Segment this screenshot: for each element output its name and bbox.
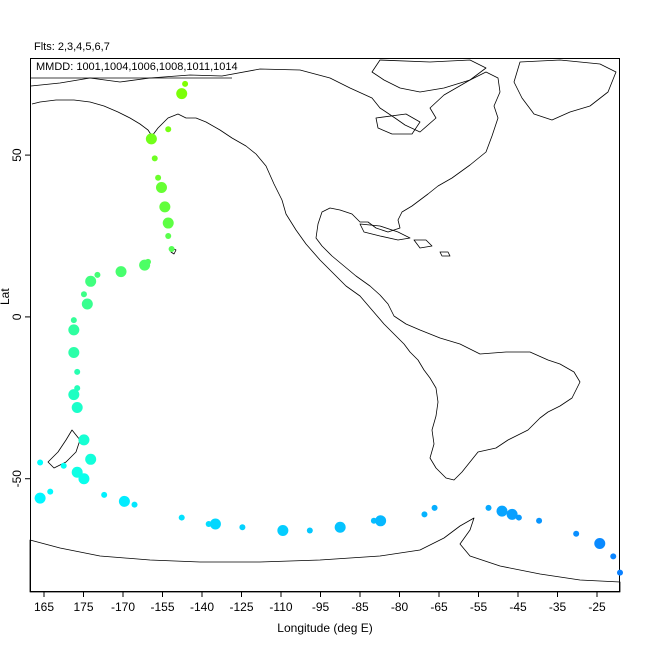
track-point: [375, 515, 387, 527]
track-point: [162, 217, 174, 229]
track-point: [34, 492, 46, 504]
track-point: [594, 537, 606, 549]
track-point: [421, 511, 428, 518]
track-point: [101, 491, 108, 498]
track-point: [118, 495, 130, 507]
coastlines: [29, 59, 621, 593]
track-point: [334, 521, 346, 533]
x-tick-label: -65: [430, 600, 448, 614]
track-point: [515, 514, 522, 521]
x-axis: 165 175 -170 -155 -140 -125 -110 -95 -85 -80 -65 -5…: [34, 592, 606, 614]
track-point: [165, 233, 172, 239]
track-point: [239, 524, 246, 531]
track-point: [168, 245, 175, 252]
x-tick-label: -95: [312, 600, 330, 614]
track-point: [506, 508, 518, 520]
track-point: [81, 298, 93, 310]
x-tick-label: -55: [470, 600, 488, 614]
y-tick-label: 50: [10, 148, 24, 162]
track-point: [47, 488, 54, 495]
track-point: [573, 530, 580, 537]
track-point: [74, 368, 81, 375]
track-point: [155, 174, 162, 181]
track-point: [617, 569, 623, 576]
track-point: [115, 266, 127, 278]
y-axis-label: Lat: [0, 288, 12, 305]
x-tick-label: -155: [150, 600, 174, 614]
track-point: [37, 459, 44, 466]
track-point: [70, 317, 77, 324]
track-point: [159, 201, 171, 213]
track-point: [182, 80, 189, 87]
track-point: [68, 347, 80, 359]
x-tick-label: -80: [391, 600, 409, 614]
x-tick-label: 175: [73, 600, 93, 614]
track-point: [306, 527, 313, 534]
track-point: [139, 259, 151, 271]
track-point: [78, 434, 90, 446]
track-point: [496, 505, 508, 517]
x-axis-label: Longitude (deg E): [277, 621, 373, 635]
x-tick-label: -140: [190, 600, 214, 614]
y-axis: -50 0 50: [10, 148, 30, 487]
track-point: [71, 402, 83, 414]
track-point: [145, 133, 157, 145]
track-point: [78, 473, 90, 485]
x-tick-label: -85: [351, 600, 369, 614]
track-point: [60, 462, 67, 469]
track-point: [131, 501, 138, 508]
track-point: [165, 126, 172, 133]
track-point: [610, 553, 617, 560]
dates-label: MMDD: 1001,1004,1006,1008,1011,1014: [36, 61, 238, 73]
track-point: [178, 514, 185, 521]
y-tick-label: 0: [10, 313, 24, 320]
track-point: [176, 88, 188, 100]
track-point: [80, 291, 87, 298]
x-tick-label: -170: [111, 600, 135, 614]
track-point: [485, 504, 492, 511]
track-point: [277, 525, 289, 537]
x-tick-label: -35: [549, 600, 567, 614]
track-point: [68, 324, 80, 336]
x-tick-label: -45: [509, 600, 527, 614]
track-point: [151, 155, 158, 162]
x-tick-label: 165: [34, 600, 54, 614]
track-point: [85, 275, 97, 287]
plot-frame: [30, 58, 620, 592]
x-tick-label: -125: [229, 600, 253, 614]
track-points: [34, 80, 623, 576]
track-point: [209, 518, 221, 530]
flights-label: Flts: 2,3,4,5,6,7: [34, 41, 110, 53]
track-point: [431, 504, 438, 511]
track-point: [155, 181, 167, 193]
track-point: [68, 389, 80, 401]
y-tick-label: -50: [10, 470, 24, 488]
x-tick-label: -110: [269, 600, 292, 614]
track-point: [536, 517, 543, 524]
track-point: [94, 271, 101, 278]
x-tick-label: -25: [588, 600, 606, 614]
track-point: [85, 453, 97, 465]
